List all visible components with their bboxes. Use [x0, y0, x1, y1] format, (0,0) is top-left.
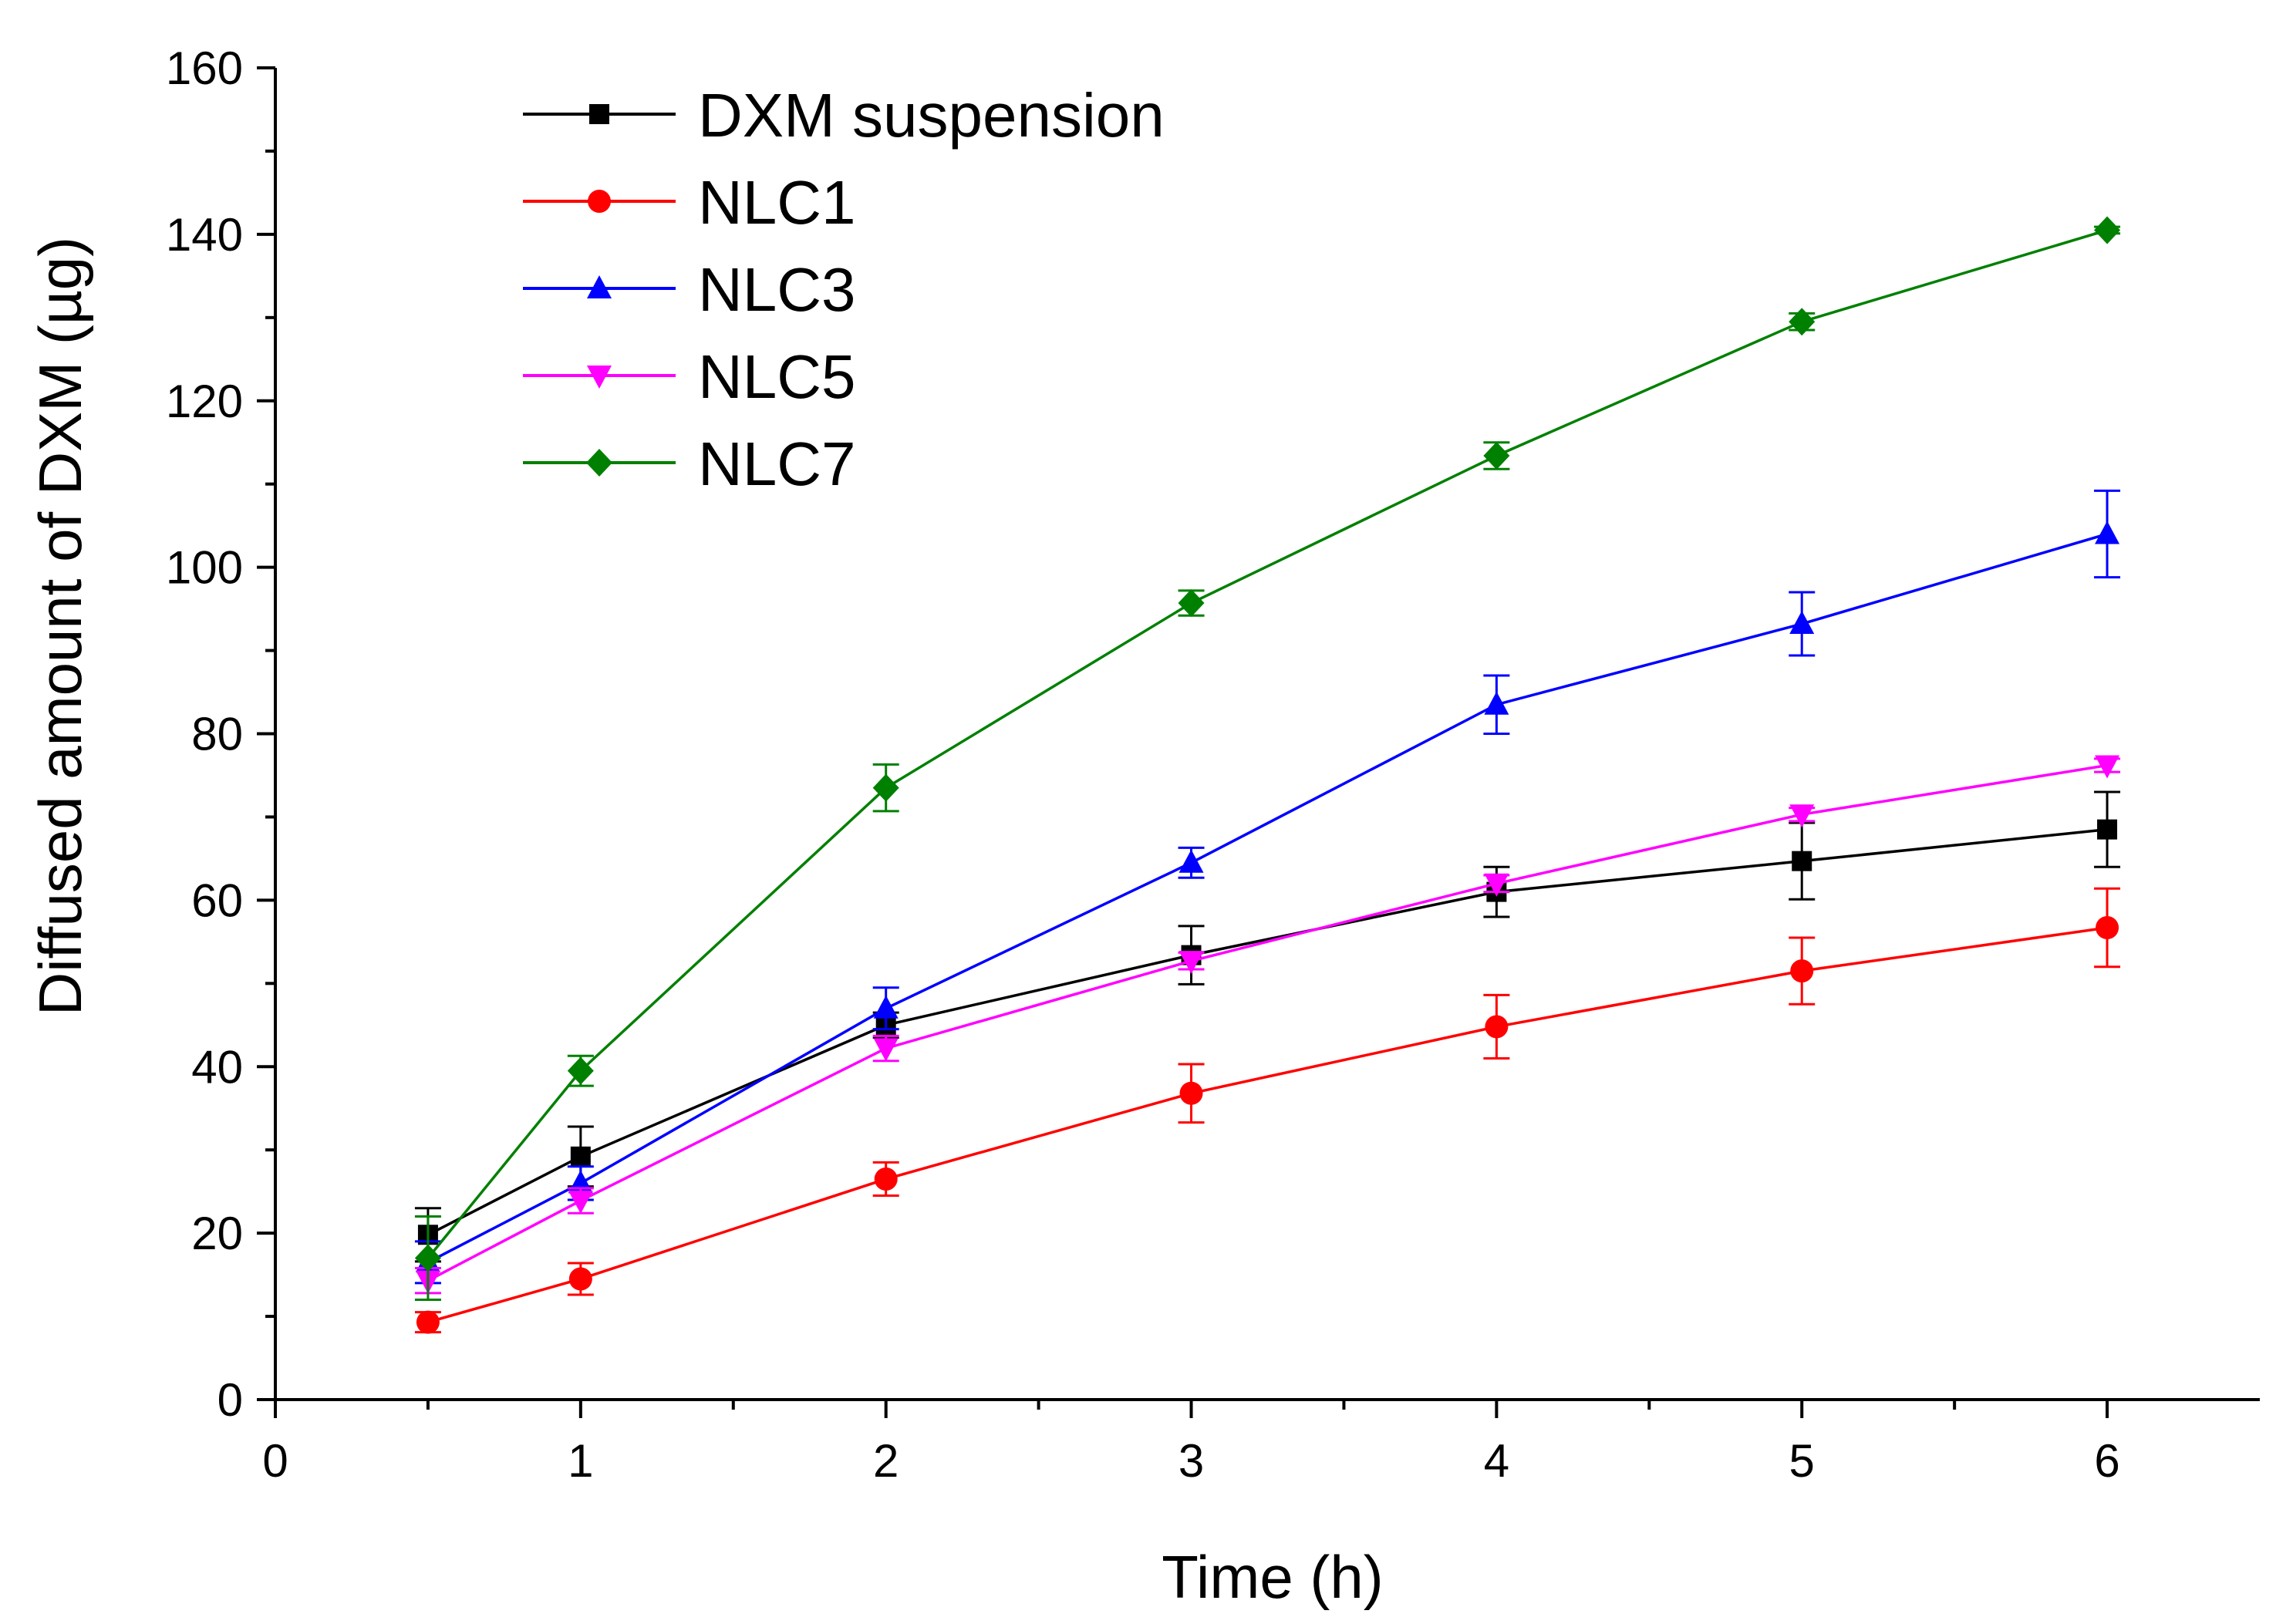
data-point	[2095, 755, 2120, 779]
legend-marker	[589, 104, 609, 124]
data-point	[1178, 849, 1204, 873]
x-tick-label: 5	[1789, 1435, 1815, 1487]
data-point	[1792, 851, 1812, 871]
data-point	[2095, 521, 2120, 544]
x-tick-label: 6	[2094, 1435, 2119, 1487]
data-point	[1790, 959, 1814, 983]
legend-label: NLC3	[698, 255, 856, 324]
y-tick-label: 120	[166, 376, 243, 427]
series-group	[414, 216, 2121, 1334]
legend-marker	[587, 275, 612, 298]
y-tick-label: 0	[217, 1374, 243, 1426]
data-point	[1789, 804, 1815, 828]
y-tick-label: 20	[191, 1208, 243, 1259]
data-point	[1485, 1015, 1509, 1039]
x-tick-label: 0	[262, 1435, 288, 1487]
data-point	[1484, 691, 1509, 715]
data-point	[1483, 441, 1510, 470]
data-point	[874, 1167, 898, 1191]
x-tick-label: 1	[568, 1435, 593, 1487]
y-tick-label: 80	[191, 709, 243, 760]
y-tick-label: 160	[166, 42, 243, 94]
legend-item: NLC5	[523, 342, 856, 411]
legend-marker	[588, 190, 611, 213]
y-tick-label: 100	[166, 542, 243, 594]
data-point	[2096, 915, 2119, 939]
legend-marker	[586, 449, 612, 477]
data-point	[1789, 611, 1815, 635]
legend-item: NLC7	[523, 430, 856, 498]
legend-label: NLC1	[698, 168, 856, 237]
legend-item: NLC3	[523, 255, 856, 324]
data-point	[873, 1038, 899, 1062]
data-point	[1179, 1081, 1203, 1105]
legend-marker	[587, 366, 612, 389]
series-nlc1	[414, 887, 2121, 1334]
data-point	[414, 1244, 441, 1272]
data-point	[1789, 308, 1816, 336]
legend-label: NLC5	[698, 342, 856, 411]
legend-item: DXM suspension	[523, 81, 1165, 150]
data-point	[570, 1146, 591, 1167]
x-tick-label: 2	[873, 1435, 899, 1487]
x-tick-label: 4	[1484, 1435, 1509, 1487]
data-point	[2097, 819, 2118, 840]
y-tick-label: 140	[166, 209, 243, 261]
data-point	[1484, 873, 1509, 897]
data-point	[2094, 216, 2121, 244]
data-point	[416, 1310, 440, 1334]
data-point	[1178, 589, 1205, 618]
x-tick-label: 3	[1178, 1435, 1204, 1487]
x-axis-title: Time (h)	[1162, 1543, 1383, 1611]
y-axis-title: Diffused amount of DXM (µg)	[26, 237, 94, 1016]
y-tick-label: 60	[191, 874, 243, 926]
series-nlc7	[414, 216, 2121, 1301]
data-point	[568, 1267, 592, 1291]
y-tick-label: 40	[191, 1041, 243, 1093]
legend-label: DXM suspension	[698, 81, 1165, 150]
data-point	[1178, 951, 1204, 975]
data-point	[872, 773, 899, 802]
data-point	[873, 995, 899, 1019]
legend-item: NLC1	[523, 168, 856, 237]
legend-label: NLC7	[698, 430, 856, 498]
legend: DXM suspension NLC1 NLC3 NLC5 NLC7	[523, 81, 1165, 498]
data-point	[567, 1056, 594, 1085]
data-point	[568, 1191, 593, 1215]
